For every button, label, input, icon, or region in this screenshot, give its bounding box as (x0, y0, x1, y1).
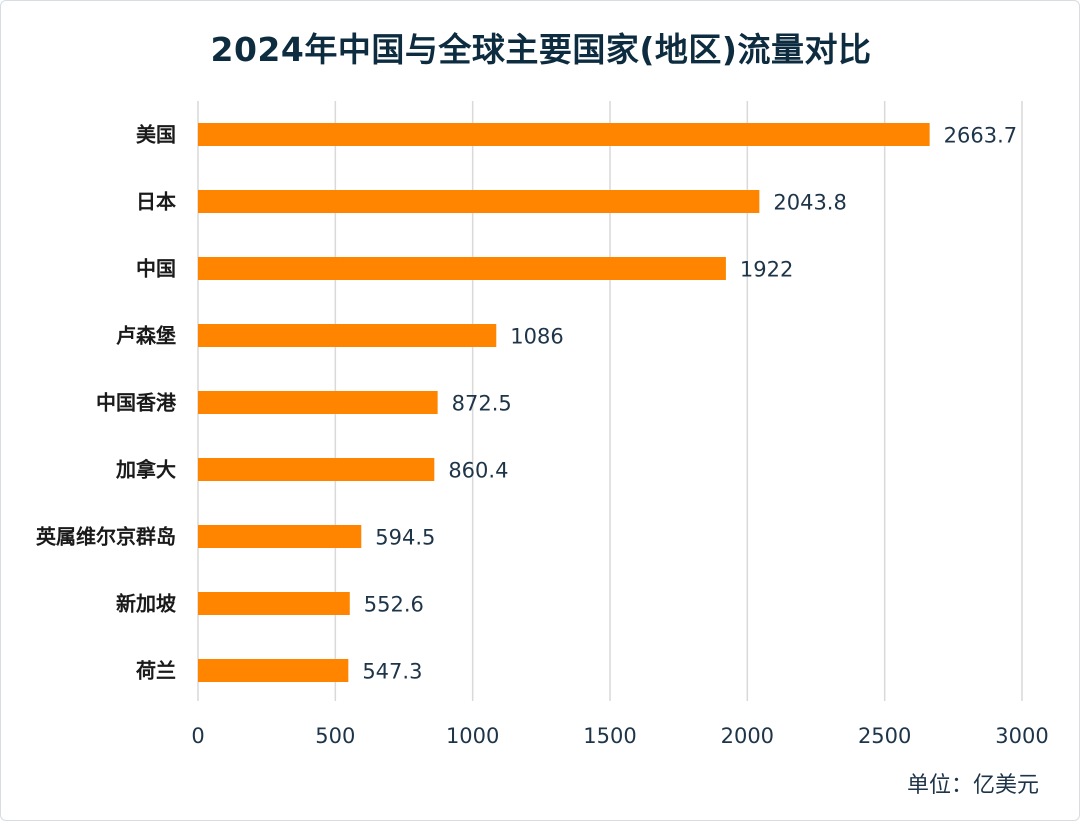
bar (198, 190, 760, 213)
value-label: 547.3 (362, 660, 422, 684)
value-label: 552.6 (364, 593, 424, 617)
x-tick-label: 0 (191, 724, 204, 748)
category-label: 卢森堡 (116, 324, 176, 348)
x-tick-label: 500 (315, 724, 355, 748)
x-tick-label: 1000 (446, 724, 499, 748)
category-label: 新加坡 (116, 592, 177, 616)
x-tick-label: 2500 (858, 724, 911, 748)
value-label: 860.4 (448, 459, 508, 483)
category-label: 美国 (136, 123, 176, 147)
x-tick-label: 2000 (721, 724, 774, 748)
category-label: 荷兰 (136, 659, 176, 683)
value-label: 2043.8 (773, 191, 846, 215)
category-label: 日本 (136, 190, 176, 214)
x-tick-label: 1500 (583, 724, 636, 748)
bar (198, 257, 726, 280)
category-label: 中国 (136, 257, 176, 281)
category-label: 中国香港 (96, 391, 177, 415)
value-label: 1086 (510, 325, 563, 349)
value-label: 2663.7 (944, 124, 1017, 148)
bar (198, 659, 349, 682)
bar (198, 391, 438, 414)
value-label: 594.5 (375, 526, 435, 550)
unit-label: 单位：亿美元 (906, 773, 1039, 798)
category-label: 英属维尔京群岛 (36, 525, 176, 549)
x-tick-label: 3000 (995, 724, 1048, 748)
bar (198, 525, 362, 548)
bar (198, 458, 435, 481)
category-label: 加拿大 (115, 458, 176, 482)
bar (198, 592, 350, 615)
chart-title: 2024年中国与全球主要国家(地区)流量对比 (210, 30, 872, 69)
value-label: 872.5 (452, 392, 512, 416)
value-label: 1922 (740, 258, 793, 282)
bar (198, 123, 930, 146)
bar (198, 324, 497, 347)
